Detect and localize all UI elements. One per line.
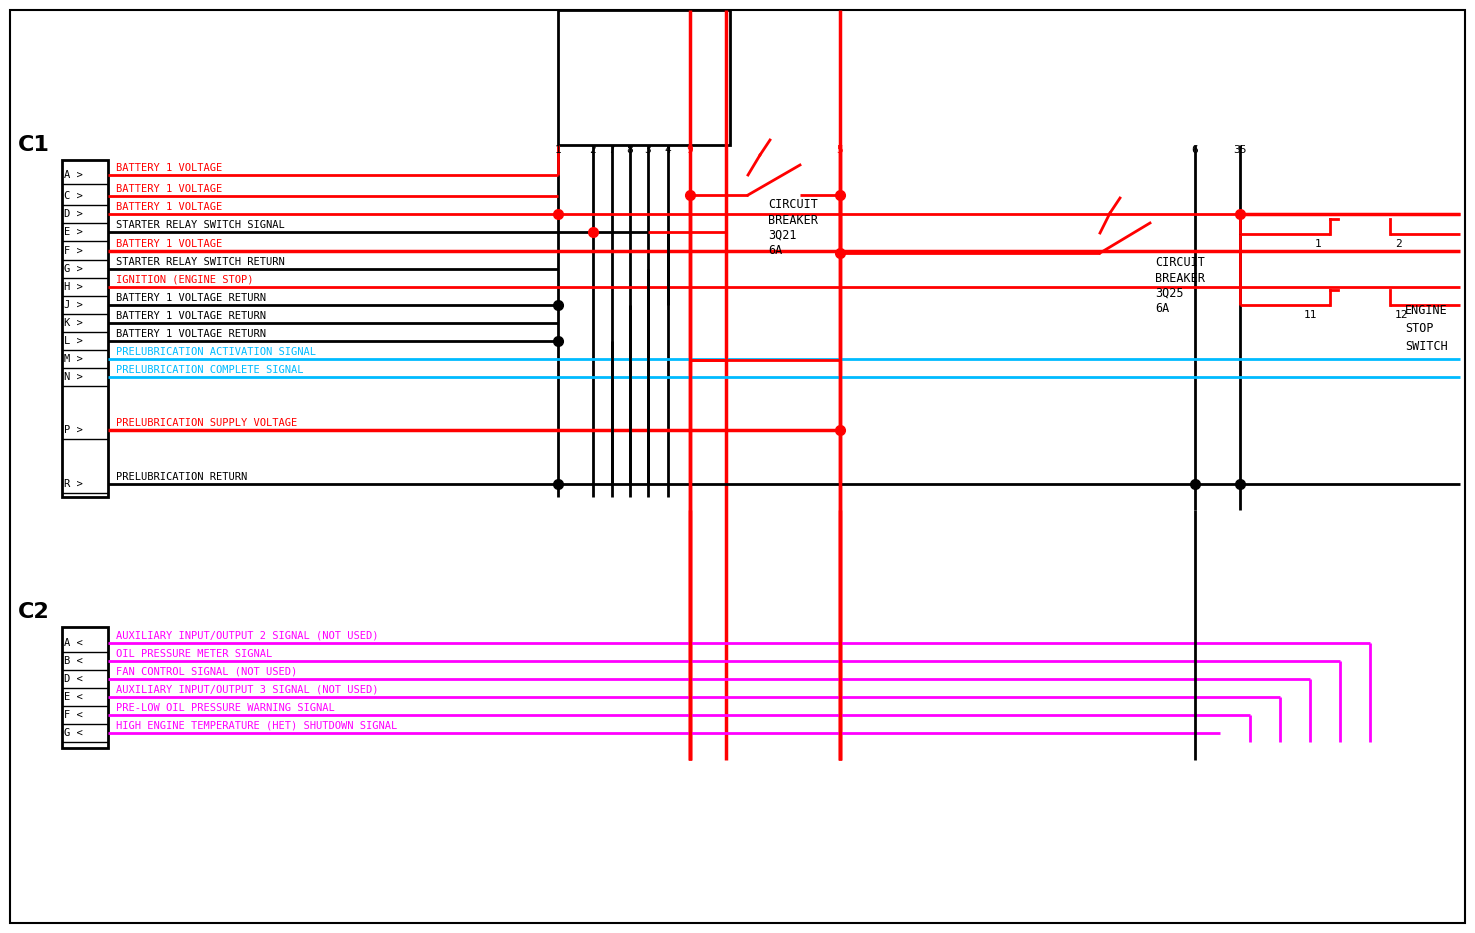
Text: 11: 11 — [1304, 310, 1317, 320]
Text: D >: D > — [63, 209, 83, 219]
Text: OIL PRESSURE METER SIGNAL: OIL PRESSURE METER SIGNAL — [117, 649, 273, 659]
Text: A <: A < — [63, 638, 83, 648]
Text: 1: 1 — [555, 145, 562, 155]
Text: 3Q21: 3Q21 — [768, 229, 796, 242]
Text: E <: E < — [63, 692, 83, 702]
Text: BATTERY 1 VOLTAGE: BATTERY 1 VOLTAGE — [117, 202, 223, 212]
Text: 6: 6 — [1192, 145, 1198, 155]
Text: FAN CONTROL SIGNAL (NOT USED): FAN CONTROL SIGNAL (NOT USED) — [117, 667, 298, 677]
Text: K >: K > — [63, 318, 83, 328]
Text: BATTERY 1 VOLTAGE RETURN: BATTERY 1 VOLTAGE RETURN — [117, 329, 266, 339]
Text: N >: N > — [63, 372, 83, 382]
Text: 12: 12 — [1395, 310, 1409, 320]
Bar — [62, 627, 108, 748]
Text: J >: J > — [63, 300, 83, 310]
Text: R >: R > — [63, 479, 83, 489]
Text: B <: B < — [63, 656, 83, 666]
Bar — [558, 10, 730, 145]
Text: PRELUBRICATION SUPPLY VOLTAGE: PRELUBRICATION SUPPLY VOLTAGE — [117, 418, 298, 428]
Text: PRELUBRICATION COMPLETE SIGNAL: PRELUBRICATION COMPLETE SIGNAL — [117, 365, 304, 375]
Text: AUXILIARY INPUT/OUTPUT 2 SIGNAL (NOT USED): AUXILIARY INPUT/OUTPUT 2 SIGNAL (NOT USE… — [117, 631, 379, 641]
Text: STOP: STOP — [1406, 322, 1434, 335]
Text: BATTERY 1 VOLTAGE: BATTERY 1 VOLTAGE — [117, 163, 223, 173]
Text: C1: C1 — [18, 135, 50, 155]
Text: D <: D < — [63, 674, 83, 684]
Text: BREAKER: BREAKER — [768, 214, 817, 227]
Text: L >: L > — [63, 336, 83, 346]
Text: CIRCUIT: CIRCUIT — [1155, 257, 1205, 270]
Text: BATTERY 1 VOLTAGE: BATTERY 1 VOLTAGE — [117, 239, 223, 249]
Text: 2: 2 — [1395, 239, 1401, 249]
Text: F <: F < — [63, 710, 83, 720]
Text: BATTERY 1 VOLTAGE RETURN: BATTERY 1 VOLTAGE RETURN — [117, 293, 266, 303]
Text: 8: 8 — [627, 145, 633, 155]
Text: A >: A > — [63, 170, 83, 180]
Text: C2: C2 — [18, 602, 50, 622]
Text: STARTER RELAY SWITCH SIGNAL: STARTER RELAY SWITCH SIGNAL — [117, 220, 285, 230]
Text: AUXILIARY INPUT/OUTPUT 3 SIGNAL (NOT USED): AUXILIARY INPUT/OUTPUT 3 SIGNAL (NOT USE… — [117, 685, 379, 695]
Text: G >: G > — [63, 264, 83, 274]
Bar — [62, 160, 108, 497]
Text: STARTER RELAY SWITCH RETURN: STARTER RELAY SWITCH RETURN — [117, 257, 285, 267]
Text: 3: 3 — [645, 145, 652, 155]
Text: SWITCH: SWITCH — [1406, 340, 1448, 353]
Text: 2: 2 — [590, 145, 596, 155]
Text: BATTERY 1 VOLTAGE RETURN: BATTERY 1 VOLTAGE RETURN — [117, 311, 266, 321]
Text: E >: E > — [63, 227, 83, 237]
Text: CIRCUIT: CIRCUIT — [768, 199, 817, 212]
Text: 9: 9 — [687, 145, 693, 155]
Text: 6A: 6A — [768, 244, 782, 257]
Text: PRE-LOW OIL PRESSURE WARNING SIGNAL: PRE-LOW OIL PRESSURE WARNING SIGNAL — [117, 703, 335, 713]
Text: BREAKER: BREAKER — [1155, 272, 1205, 285]
Text: 3Q25: 3Q25 — [1155, 286, 1183, 299]
Text: HIGH ENGINE TEMPERATURE (HET) SHUTDOWN SIGNAL: HIGH ENGINE TEMPERATURE (HET) SHUTDOWN S… — [117, 721, 397, 731]
Text: 1: 1 — [1314, 239, 1322, 249]
Text: 5: 5 — [836, 145, 844, 155]
Text: G <: G < — [63, 728, 83, 738]
Text: C >: C > — [63, 191, 83, 201]
Text: H >: H > — [63, 282, 83, 292]
Text: ENGINE: ENGINE — [1406, 303, 1448, 316]
Text: IGNITION (ENGINE STOP): IGNITION (ENGINE STOP) — [117, 275, 254, 285]
Text: PRELUBRICATION ACTIVATION SIGNAL: PRELUBRICATION ACTIVATION SIGNAL — [117, 347, 316, 357]
Text: BATTERY 1 VOLTAGE: BATTERY 1 VOLTAGE — [117, 184, 223, 194]
Text: M >: M > — [63, 354, 83, 364]
Text: 4: 4 — [665, 145, 671, 155]
Text: PRELUBRICATION RETURN: PRELUBRICATION RETURN — [117, 472, 248, 482]
Text: F >: F > — [63, 246, 83, 256]
Text: 35: 35 — [1233, 145, 1246, 155]
Text: 7: 7 — [609, 145, 615, 155]
Text: P >: P > — [63, 425, 83, 435]
Text: 6A: 6A — [1155, 301, 1170, 314]
